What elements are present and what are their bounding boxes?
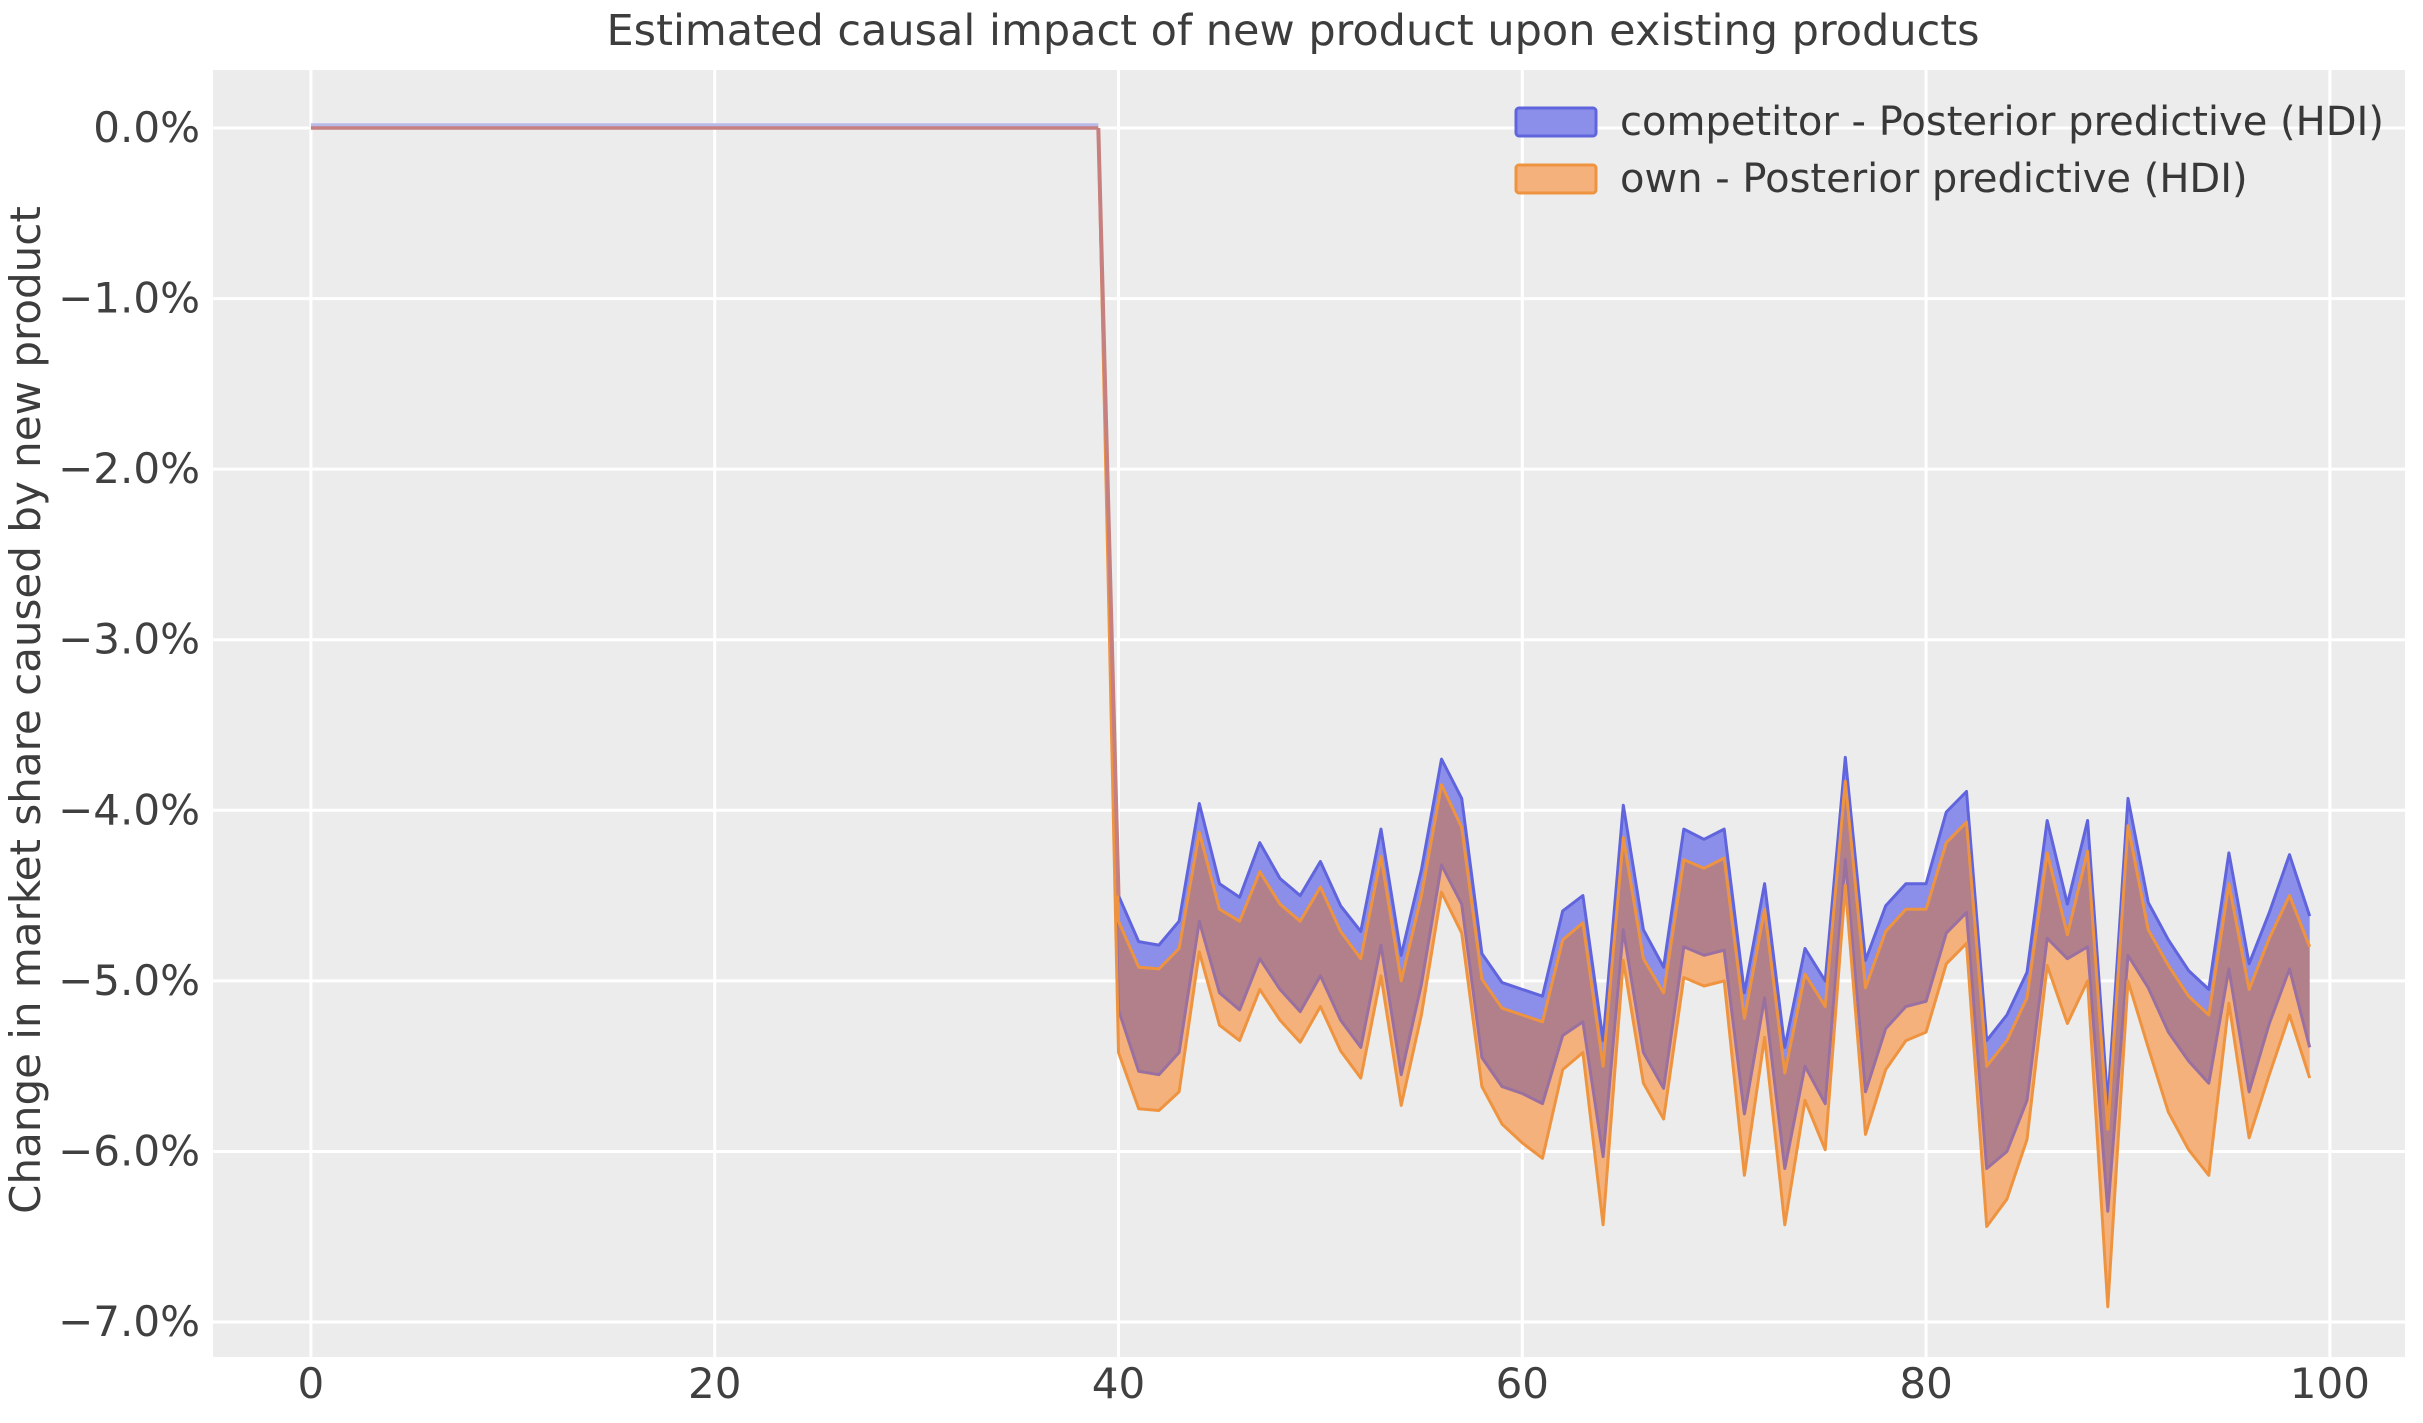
y-tick-label: −1.0% [58,274,200,323]
x-tick-label: 80 [1899,1359,1952,1408]
x-tick-label: 40 [1092,1359,1145,1408]
chart-title: Estimated causal impact of new product u… [607,6,1980,56]
x-tick-label: 100 [2290,1359,2370,1408]
treatment-drop-line [1096,127,1121,896]
y-tick-label: −7.0% [58,1297,200,1346]
competitor-upper-edge [1096,127,2312,1106]
y-axis-label: Change in market share caused by new pro… [1,206,50,1214]
legend-label-own: own - Posterior predictive (HDI) [1620,156,2248,202]
own-lower-edge [1096,127,2312,1309]
axis-ticks: 0 20 40 60 80 100 0.0% −1.0% −2.0% −3.0% −4.0% −5.0… [58,103,2370,1408]
y-tick-label: −2.0% [58,444,200,493]
legend-label-competitor: competitor - Posterior predictive (HDI) [1620,99,2384,145]
legend: competitor - Posterior predictive (HDI) … [1514,99,2384,202]
competitor-lower-edge [1096,127,2312,1213]
x-tick-label: 20 [688,1359,741,1408]
y-tick-label: −3.0% [58,615,200,664]
plot-area [213,70,2405,1357]
y-tick-label: −5.0% [58,956,200,1005]
own-upper-edge [1096,127,2312,1131]
y-tick-label: 0.0% [93,103,200,152]
x-tick-label: 60 [1496,1359,1549,1408]
y-tick-label: −6.0% [58,1126,200,1175]
y-tick-label: −4.0% [58,785,200,834]
legend-swatch-competitor [1514,106,1598,138]
x-tick-label: 0 [298,1359,325,1408]
axes-background [213,70,2405,1357]
legend-swatch-own [1514,163,1598,195]
